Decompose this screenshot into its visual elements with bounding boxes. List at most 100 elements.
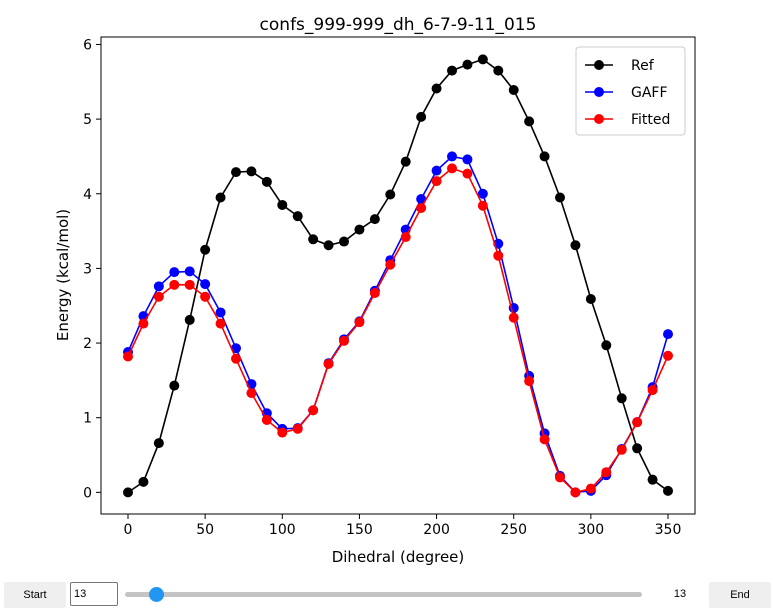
y-tick-label: 2 xyxy=(83,336,92,352)
data-point-ref xyxy=(524,116,535,127)
data-point-fitted xyxy=(385,259,396,270)
x-tick-label: 50 xyxy=(196,522,214,538)
data-point-ref xyxy=(447,65,457,76)
data-point-ref xyxy=(215,192,226,203)
data-point-fitted xyxy=(246,388,257,399)
data-point-fitted xyxy=(339,335,349,346)
data-point-ref xyxy=(647,474,658,485)
data-point-gaff xyxy=(153,281,164,292)
y-tick-label: 4 xyxy=(83,187,92,203)
data-point-gaff xyxy=(215,307,226,318)
data-point-ref xyxy=(416,111,427,122)
data-point-fitted xyxy=(369,288,380,299)
data-point-fitted xyxy=(616,444,627,455)
data-point-fitted xyxy=(524,376,535,387)
data-point-ref xyxy=(246,166,257,177)
x-axis-label: Dihedral (degree) xyxy=(332,548,465,566)
data-point-fitted xyxy=(585,483,596,494)
playback-controls: Start 13 End xyxy=(0,582,773,608)
data-point-fitted xyxy=(261,414,272,425)
series-line-gaff xyxy=(127,155,669,494)
legend-box xyxy=(575,46,686,136)
frame-slider-track[interactable] xyxy=(125,592,642,597)
data-point-fitted xyxy=(153,291,164,302)
end-button[interactable]: End xyxy=(709,582,771,608)
data-point-fitted xyxy=(184,279,195,290)
data-point-fitted xyxy=(123,351,133,362)
data-point-fitted xyxy=(508,312,519,323)
data-point-ref xyxy=(616,393,627,404)
data-point-fitted xyxy=(632,417,643,428)
data-point-fitted xyxy=(493,250,504,261)
data-point-fitted xyxy=(570,487,581,498)
series-layer xyxy=(123,54,673,498)
y-axis-label: Energy (kcal/mol) xyxy=(54,209,72,341)
x-tick-label: 300 xyxy=(577,522,604,538)
data-point-ref xyxy=(308,234,319,245)
x-tick-label: 100 xyxy=(269,522,296,538)
y-axis: 0 1 2 3 4 5 6 xyxy=(83,37,101,501)
frame-slider-thumb[interactable] xyxy=(149,587,164,602)
data-point-fitted xyxy=(138,318,149,329)
x-tick-label: 200 xyxy=(423,522,450,538)
data-point-gaff xyxy=(663,329,673,340)
data-point-fitted xyxy=(663,350,673,361)
chart-title: confs_999-999_dh_6-7-9-11_015 xyxy=(260,15,537,35)
data-point-gaff xyxy=(477,188,488,199)
data-point-fitted xyxy=(477,200,488,211)
data-point-fitted xyxy=(601,467,612,478)
data-point-ref xyxy=(385,189,396,200)
y-tick-label: 6 xyxy=(83,37,92,53)
data-point-gaff xyxy=(431,165,442,176)
data-point-ref xyxy=(153,438,164,449)
legend-label-gaff: GAFF xyxy=(631,85,668,101)
data-point-ref xyxy=(138,476,149,487)
data-point-ref xyxy=(184,314,195,325)
data-point-fitted xyxy=(292,423,303,434)
data-point-ref xyxy=(508,85,519,95)
data-point-fitted xyxy=(277,427,288,438)
x-tick-label: 250 xyxy=(500,522,527,538)
start-button[interactable]: Start xyxy=(4,582,66,608)
plot-frame xyxy=(100,36,696,515)
data-point-gaff xyxy=(447,151,457,162)
x-tick-label: 150 xyxy=(346,522,373,538)
data-point-fitted xyxy=(354,317,365,328)
legend-label-ref: Ref xyxy=(631,58,655,74)
data-point-ref xyxy=(570,240,581,251)
x-tick-label: 0 xyxy=(124,522,133,538)
data-point-fitted xyxy=(462,168,473,179)
data-point-gaff xyxy=(169,267,180,278)
data-point-fitted xyxy=(200,291,211,302)
chart: confs_999-999_dh_6-7-9-11_015 0 50 100 150 2… xyxy=(54,15,696,566)
y-tick-label: 5 xyxy=(83,112,92,128)
legend-label-fitted: Fitted xyxy=(631,112,670,128)
data-point-fitted xyxy=(539,434,550,445)
data-point-fitted xyxy=(308,405,319,416)
data-point-ref xyxy=(462,59,473,70)
data-point-ref xyxy=(400,156,411,167)
data-point-ref xyxy=(601,340,612,351)
data-point-fitted xyxy=(555,472,565,483)
frame-input[interactable] xyxy=(70,582,118,606)
data-point-gaff xyxy=(462,154,473,165)
y-tick-label: 0 xyxy=(83,485,92,501)
data-point-gaff xyxy=(200,279,211,290)
data-point-ref xyxy=(493,65,504,76)
data-point-ref xyxy=(292,211,303,222)
data-point-fitted xyxy=(169,279,180,290)
data-point-ref xyxy=(200,244,211,255)
data-point-gaff xyxy=(184,266,195,277)
y-tick-label: 3 xyxy=(83,261,92,277)
data-point-fitted xyxy=(416,202,427,213)
data-point-ref xyxy=(369,214,380,225)
legend: Ref GAFF Fitted xyxy=(575,46,686,136)
data-point-ref xyxy=(431,83,442,94)
data-point-fitted xyxy=(447,163,457,174)
data-point-ref xyxy=(477,54,488,65)
data-point-ref xyxy=(323,240,334,251)
data-point-gaff xyxy=(416,193,427,204)
x-tick-label: 350 xyxy=(655,522,682,538)
data-point-ref xyxy=(277,199,288,210)
slider-readout: 13 xyxy=(673,588,687,600)
